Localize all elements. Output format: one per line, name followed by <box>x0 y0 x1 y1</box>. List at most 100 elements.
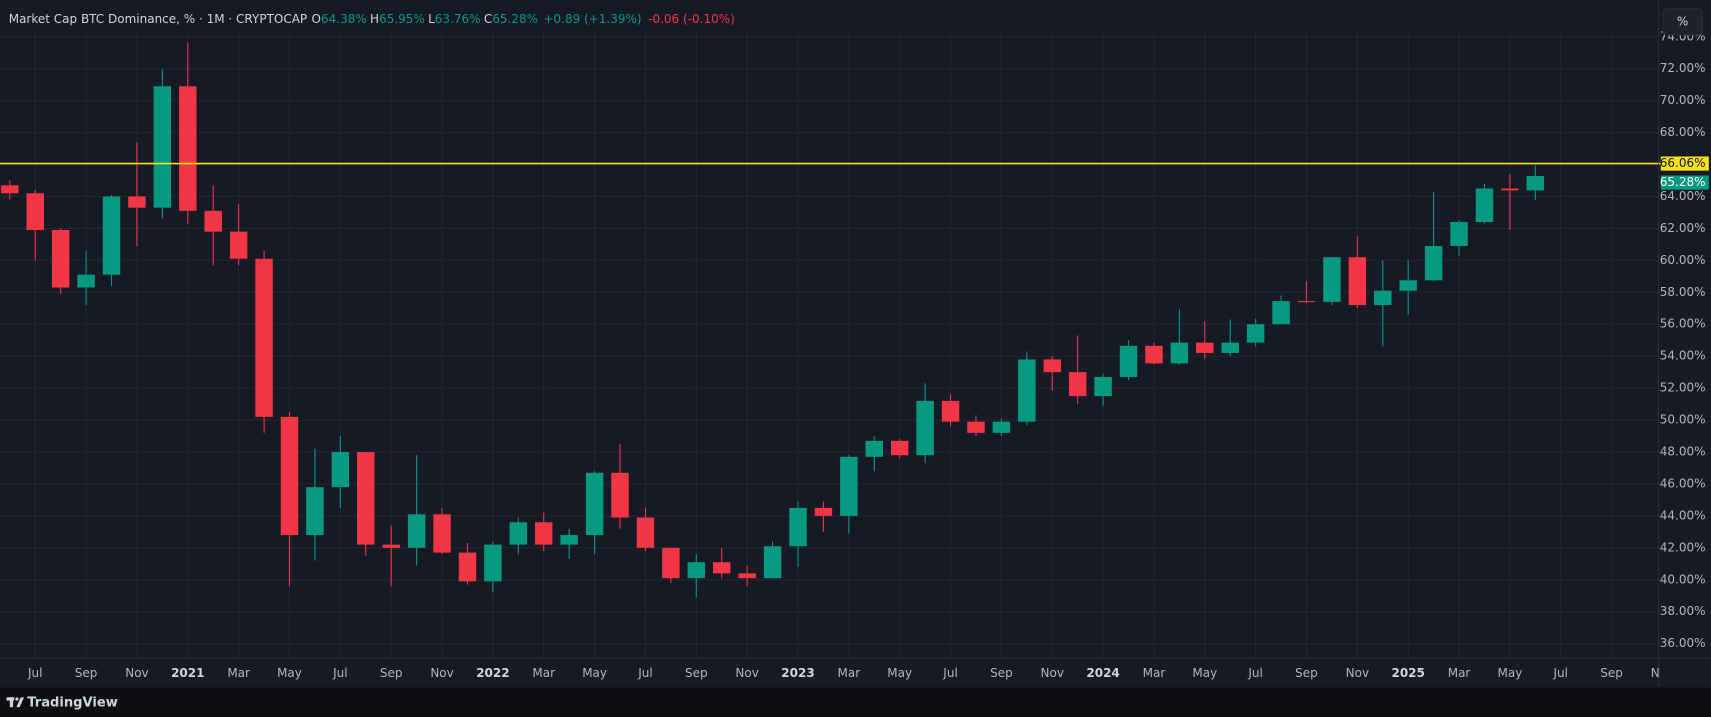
candle-body <box>1094 376 1112 397</box>
candle-body <box>1 185 19 194</box>
y-tick-label: 50.00% <box>1660 413 1706 427</box>
candle-body <box>1526 176 1545 191</box>
y-tick-label: 54.00% <box>1660 349 1706 363</box>
candle-body <box>26 193 44 231</box>
candle-body <box>331 452 350 488</box>
x-tick-label: Nov <box>1041 666 1064 680</box>
candles <box>0 43 1659 598</box>
candle-body <box>1018 359 1036 422</box>
candle-body <box>280 416 299 536</box>
y-tick-label: 56.00% <box>1660 317 1706 331</box>
y-tick-label: 48.00% <box>1660 445 1706 459</box>
scale-button[interactable] <box>1662 8 1703 36</box>
candle-body <box>763 546 782 579</box>
x-tick-label: Sep <box>1295 666 1318 680</box>
footer <box>0 687 1711 717</box>
candle-body <box>1170 342 1189 364</box>
symbol-title: Market Cap BTC Dominance, % · 1M · CRYPT… <box>9 12 307 26</box>
y-tick-label: 40.00% <box>1660 572 1706 586</box>
legend-key: C <box>484 12 492 26</box>
x-tick-label: Mar <box>532 666 555 680</box>
candle-body <box>433 514 451 553</box>
x-tick-label: Nov <box>1651 666 1674 680</box>
candle-body <box>1221 342 1239 353</box>
candle-body <box>687 562 706 579</box>
candle-body <box>51 230 70 288</box>
candle-body <box>1475 188 1494 223</box>
candle-body <box>738 573 756 579</box>
candle-body <box>179 86 197 211</box>
candle-body <box>1043 359 1061 373</box>
candle-body <box>890 440 909 456</box>
candle-body <box>840 456 858 516</box>
candle-body <box>407 514 426 548</box>
hline-tag-label: 66.06% <box>1660 156 1706 170</box>
candle-body <box>102 196 121 275</box>
candle-body <box>1424 245 1443 281</box>
candle-body <box>1501 188 1519 191</box>
x-tick-label: Nov <box>1346 666 1369 680</box>
candle-body <box>535 522 553 545</box>
x-tick-label: Jul <box>1247 666 1262 680</box>
candle-body <box>941 400 960 422</box>
x-tick-label: Sep <box>380 666 403 680</box>
y-tick-label: 46.00% <box>1660 476 1706 490</box>
candle-body <box>992 421 1011 433</box>
candle-body <box>1196 342 1214 353</box>
candle-body <box>484 544 502 582</box>
candle-body <box>458 552 477 582</box>
x-tick-label: May <box>887 666 912 680</box>
x-tick-label: 2021 <box>171 666 204 680</box>
x-tick-label: Mar <box>227 666 250 680</box>
candle-body <box>1323 257 1341 302</box>
x-tick-label: Mar <box>838 666 861 680</box>
candle-body <box>967 421 985 433</box>
candle-body <box>1450 222 1468 246</box>
candle-body <box>77 274 95 288</box>
x-tick-label: Sep <box>1600 666 1623 680</box>
candle-body <box>865 440 883 457</box>
candle-body <box>1068 372 1087 397</box>
legend-key: L <box>428 12 435 26</box>
candle-body <box>255 258 273 417</box>
scale-button-label[interactable]: % <box>1677 14 1688 28</box>
candle-body <box>1297 301 1316 303</box>
y-tick-label: 52.00% <box>1660 381 1706 395</box>
x-tick-label: 2024 <box>1086 666 1119 680</box>
last-price-label: 65.28% <box>1660 175 1706 189</box>
x-tick-label: Mar <box>1448 666 1471 680</box>
legend-value: 65.95% <box>379 12 425 26</box>
candle-body <box>814 507 833 516</box>
x-tick-label: Jul <box>1552 666 1567 680</box>
x-tick-label: Jul <box>942 666 957 680</box>
last-price-tag <box>1660 175 1709 190</box>
y-tick-label: 38.00% <box>1660 604 1706 618</box>
legend-value: 65.28% <box>492 12 538 26</box>
candle-body <box>585 472 604 536</box>
candle-body <box>1374 290 1392 306</box>
legend-key: O <box>312 12 321 26</box>
y-tick-label: 60.00% <box>1660 253 1706 267</box>
y-tick-label: 70.00% <box>1660 93 1706 107</box>
y-tick-label: 72.00% <box>1660 61 1706 75</box>
candle-body <box>712 562 731 574</box>
y-tick-label: 36.00% <box>1660 636 1706 650</box>
y-tick-label: 44.00% <box>1660 508 1706 522</box>
x-tick-label: Nov <box>430 666 453 680</box>
candle-body <box>916 400 934 456</box>
brand-logo <box>6 697 25 708</box>
candle-body <box>229 231 248 259</box>
x-tick-label: Jul <box>637 666 652 680</box>
x-tick-label: Sep <box>75 666 98 680</box>
candle-body <box>1348 257 1367 306</box>
candle-body <box>611 472 629 518</box>
x-tick-label: May <box>1192 666 1217 680</box>
y-tick-label: 64.00% <box>1660 189 1706 203</box>
legend: Market Cap BTC Dominance, % · 1M · CRYPT… <box>9 12 735 26</box>
candle-body <box>1145 345 1163 364</box>
candle-body <box>382 544 400 548</box>
y-tick-label: 58.00% <box>1660 285 1706 299</box>
